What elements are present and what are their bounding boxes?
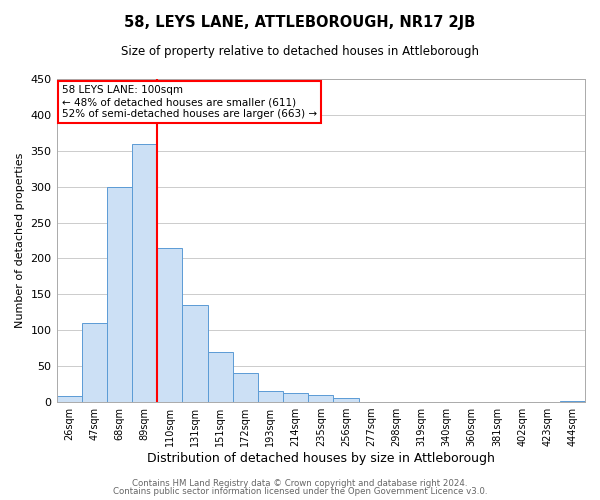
Bar xyxy=(82,323,107,402)
Text: 58 LEYS LANE: 100sqm
← 48% of detached houses are smaller (611)
52% of semi-deta: 58 LEYS LANE: 100sqm ← 48% of detached h… xyxy=(62,86,317,118)
Bar xyxy=(56,396,82,402)
Bar xyxy=(157,248,182,402)
Y-axis label: Number of detached properties: Number of detached properties xyxy=(15,153,25,328)
X-axis label: Distribution of detached houses by size in Attleborough: Distribution of detached houses by size … xyxy=(147,452,495,465)
Bar xyxy=(308,395,334,402)
Bar xyxy=(132,144,157,402)
Bar xyxy=(560,400,585,402)
Bar xyxy=(334,398,359,402)
Text: Size of property relative to detached houses in Attleborough: Size of property relative to detached ho… xyxy=(121,45,479,58)
Text: 58, LEYS LANE, ATTLEBOROUGH, NR17 2JB: 58, LEYS LANE, ATTLEBOROUGH, NR17 2JB xyxy=(124,15,476,30)
Bar xyxy=(208,352,233,402)
Bar xyxy=(283,392,308,402)
Bar xyxy=(182,305,208,402)
Text: Contains public sector information licensed under the Open Government Licence v3: Contains public sector information licen… xyxy=(113,487,487,496)
Bar xyxy=(233,374,258,402)
Bar xyxy=(258,392,283,402)
Text: Contains HM Land Registry data © Crown copyright and database right 2024.: Contains HM Land Registry data © Crown c… xyxy=(132,478,468,488)
Bar xyxy=(107,186,132,402)
